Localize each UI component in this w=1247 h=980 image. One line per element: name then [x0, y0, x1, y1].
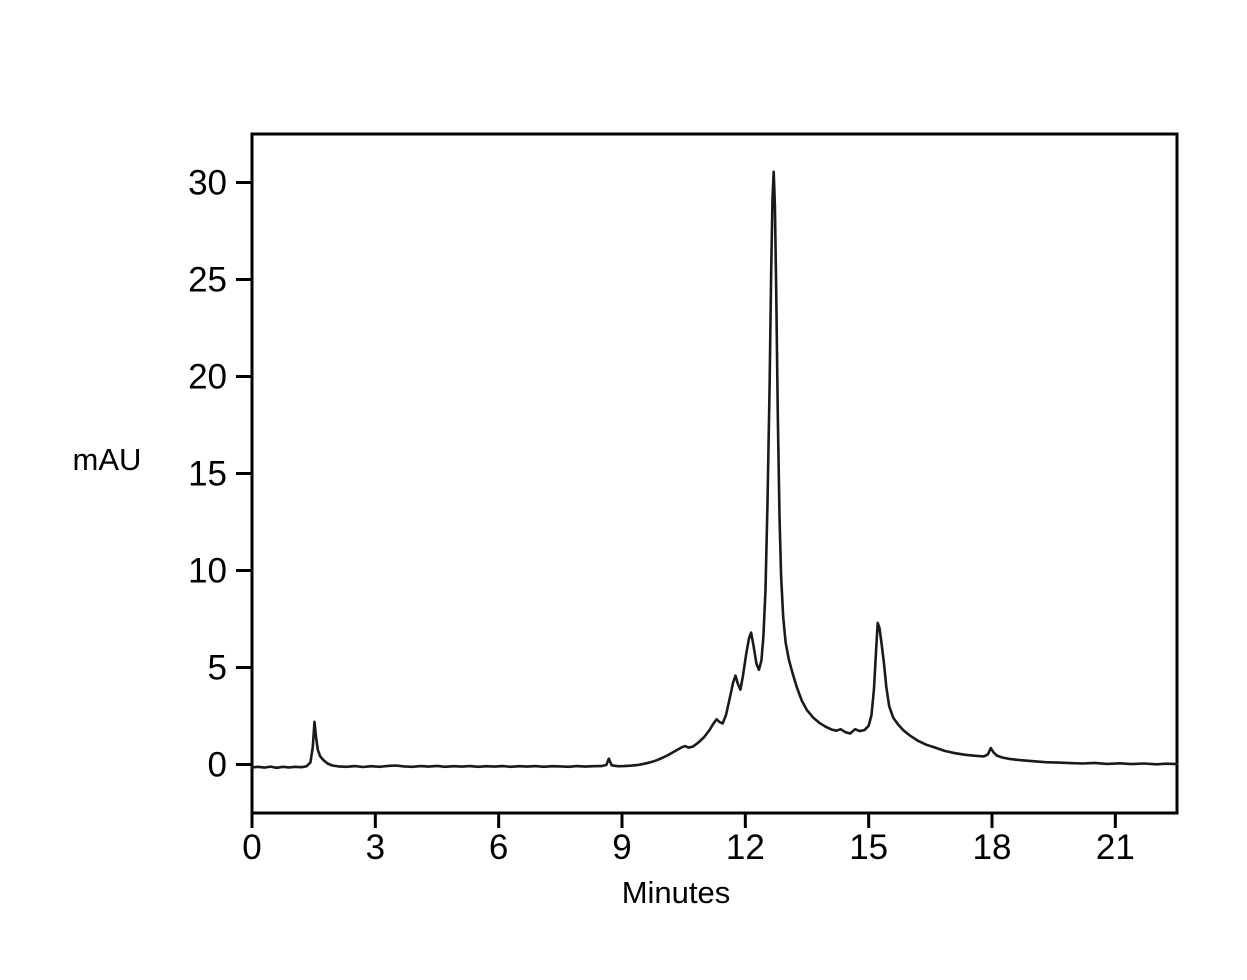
- y-tick-label: 25: [188, 261, 227, 300]
- signal-trace: [250, 170, 1179, 770]
- x-tick-label: 9: [612, 828, 631, 867]
- y-tick-label: 5: [208, 649, 227, 688]
- y-tick-label: 10: [188, 552, 227, 591]
- x-tick-label: 0: [242, 828, 261, 867]
- y-axis-title: mAU: [73, 442, 142, 477]
- trace-layer: [250, 170, 1179, 770]
- y-tick-label: 20: [188, 358, 227, 397]
- plot-frame: [250, 132, 1179, 815]
- axis-ticks: 0 3 6 9 12 15 18 21 0 5 10 15 20 25 30: [188, 164, 1135, 868]
- x-tick-label: 21: [1096, 828, 1135, 867]
- x-tick-label: 12: [726, 828, 765, 867]
- y-tick-label: 0: [208, 746, 227, 785]
- y-tick-label: 30: [188, 164, 227, 203]
- y-tick-label: 15: [188, 455, 227, 494]
- x-tick-label: 3: [366, 828, 385, 867]
- x-tick-label: 18: [973, 828, 1012, 867]
- x-axis-title: Minutes: [622, 875, 731, 910]
- x-tick-label: 15: [849, 828, 888, 867]
- x-tick-label: 6: [489, 828, 508, 867]
